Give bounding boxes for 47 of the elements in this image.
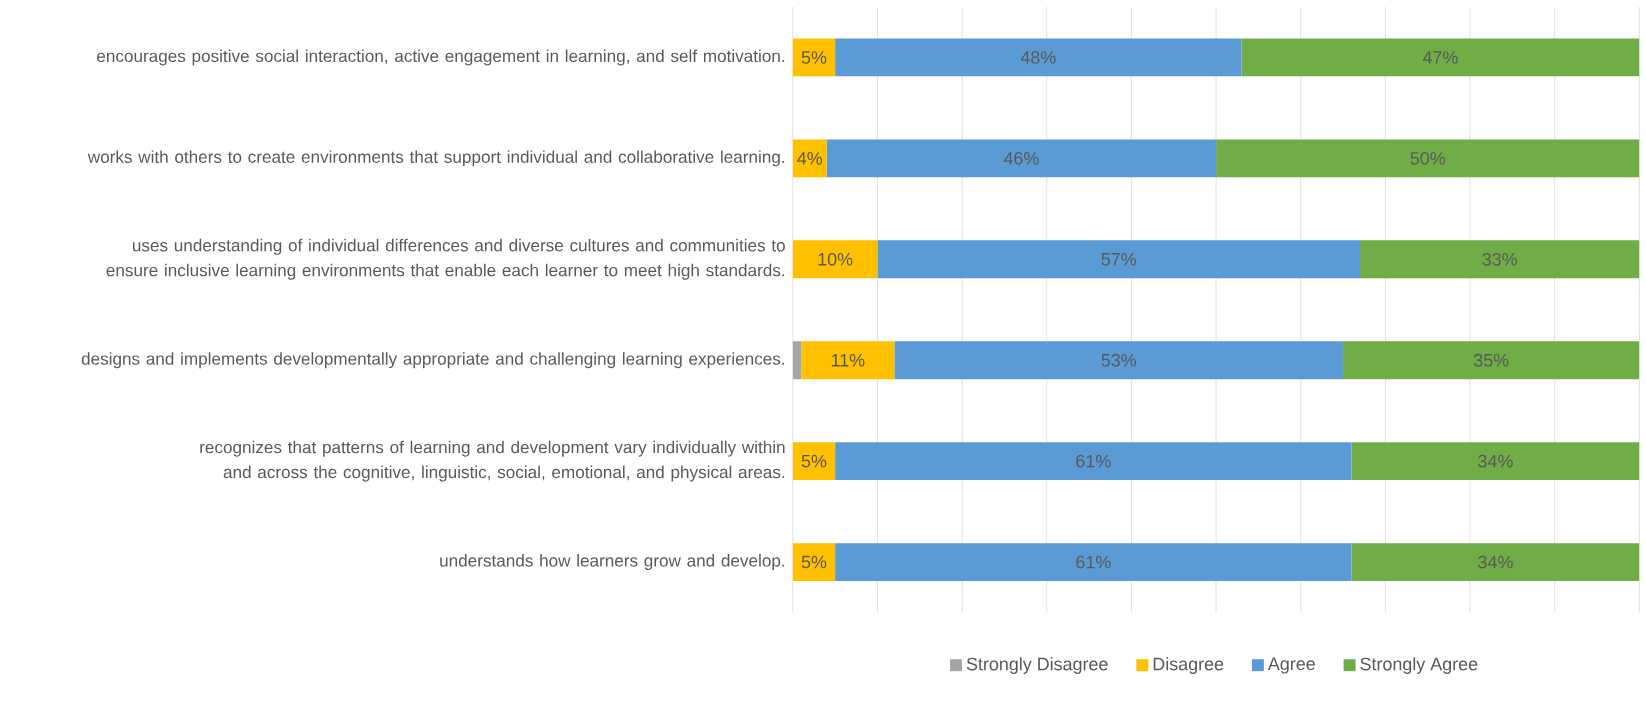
bar xyxy=(1351,442,1640,481)
bar xyxy=(894,341,1344,380)
y-tick-label: uses understanding of individual differences and diverse cultures and communities to ensure inclusive learning environments that enable each learner to meet high standards. xyxy=(106,238,785,280)
data-label: 5% xyxy=(801,454,827,468)
y-tick-label: recognizes that patterns of learning and development vary individually within and across the cognitive, linguistic, social, emotional, and physical areas. xyxy=(200,440,785,482)
y-tick-label: works with others to create environments that support individual and collaborative learning. xyxy=(87,150,785,167)
bar xyxy=(792,543,836,581)
bar xyxy=(1359,240,1640,279)
data-label: 5% xyxy=(801,555,827,569)
y-tick-label: encourages positive social interaction, active engagement in learning, and self motivation. xyxy=(97,49,785,66)
bar xyxy=(1216,139,1640,178)
data-label: 34% xyxy=(1478,454,1513,468)
data-label: 57% xyxy=(1101,252,1137,266)
bar xyxy=(792,240,878,279)
bar xyxy=(826,139,1217,178)
legend-label: Disagree xyxy=(1153,657,1224,674)
data-label: 35% xyxy=(1473,353,1509,367)
bar xyxy=(801,341,895,380)
y-tick-label: designs and implements developmentally appropriate and challenging learning experiences. xyxy=(81,352,785,369)
bar xyxy=(792,139,827,178)
legend-label: Strongly Disagree xyxy=(966,657,1108,674)
data-label: 33% xyxy=(1482,252,1517,266)
data-label: 5% xyxy=(801,51,827,64)
legend-label: Agree xyxy=(1267,657,1315,674)
data-label: 50% xyxy=(1410,151,1446,165)
data-label: 34% xyxy=(1478,555,1513,569)
bar xyxy=(792,38,836,77)
y-tick-label: understands how learners grow and develop. xyxy=(440,554,785,570)
bar xyxy=(877,240,1360,279)
bar xyxy=(1343,341,1640,380)
data-label: 61% xyxy=(1076,454,1111,468)
data-label: 46% xyxy=(1003,151,1039,165)
data-label: 61% xyxy=(1076,555,1111,569)
bar xyxy=(792,341,802,380)
data-label: 10% xyxy=(818,252,853,266)
bar xyxy=(1351,543,1640,581)
bar xyxy=(835,442,1352,481)
data-label: 48% xyxy=(1020,51,1056,64)
data-label: 4% xyxy=(797,152,823,165)
bar xyxy=(792,442,836,481)
bar xyxy=(1241,38,1640,77)
bar xyxy=(835,543,1352,581)
bar xyxy=(835,38,1242,77)
data-label: 11% xyxy=(831,353,865,367)
data-label: 53% xyxy=(1101,353,1137,367)
data-label: 47% xyxy=(1422,51,1458,64)
legend-label: Strongly Agree xyxy=(1360,657,1478,674)
